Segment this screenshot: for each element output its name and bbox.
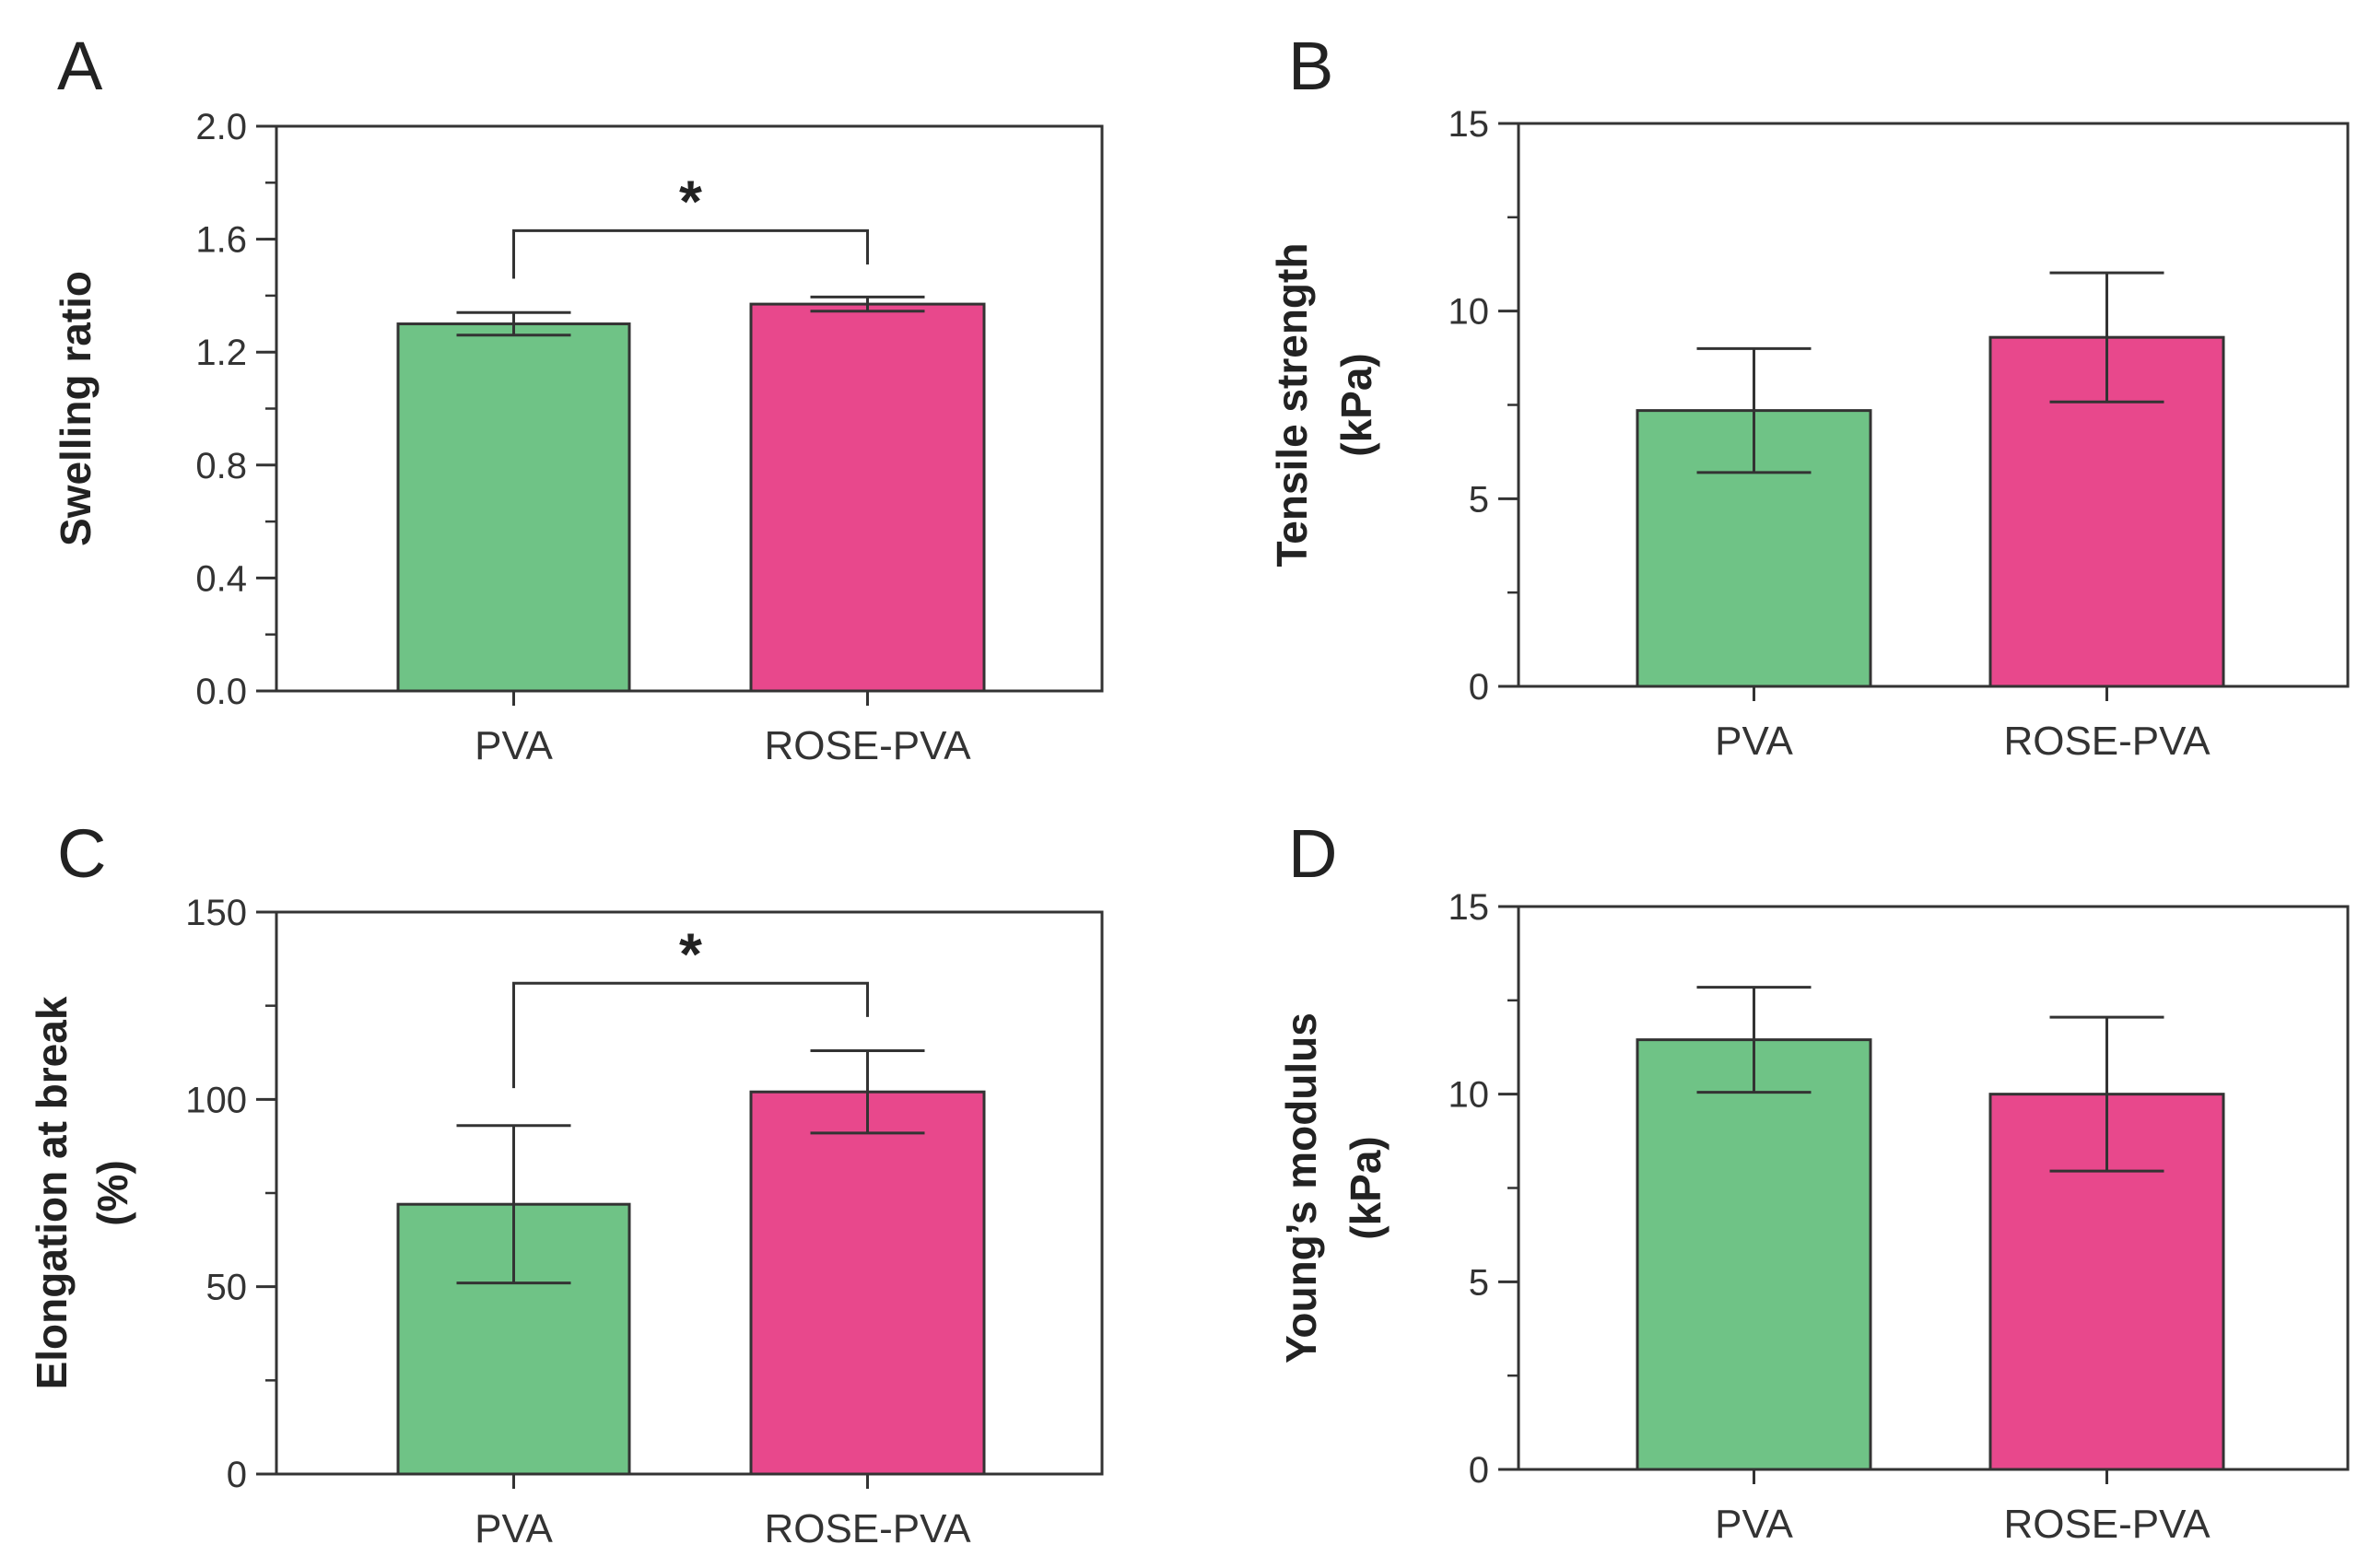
panel-a: A 0.0 0.4 0.8 1.2 1.6 2.0 PVA ROSE-PVA Swelling r… bbox=[52, 28, 1104, 768]
panel-c-xtick-label: PVA bbox=[475, 1506, 553, 1551]
panel-d-ytick-label: 5 bbox=[1469, 1262, 1489, 1303]
panel-d-ytick-label: 0 bbox=[1469, 1450, 1489, 1491]
panel-a-ytick-label: 0.8 bbox=[195, 446, 247, 486]
panel-d-letter: D bbox=[1288, 815, 1337, 892]
panel-a-xtick-label: ROSE-PVA bbox=[764, 723, 971, 768]
panel-b: B 0 5 10 15 PVA ROSE-PVA Tensile strength (kPa) bbox=[1268, 28, 2350, 764]
panel-a-ytick-label: 0.4 bbox=[195, 558, 247, 599]
panel-c-ytick-label: 50 bbox=[206, 1268, 248, 1308]
panel-b-ytick-label: 0 bbox=[1469, 667, 1489, 708]
panel-a-significance-star: * bbox=[679, 168, 702, 234]
panel-c-ytick-label: 100 bbox=[185, 1080, 247, 1120]
panel-d-xtick-label: ROSE-PVA bbox=[2003, 1502, 2211, 1547]
panel-d-ytick-label: 10 bbox=[1448, 1075, 1490, 1116]
panel-c: C 0 50 100 150 PVA ROSE-PVA Elongation at break… bbox=[28, 815, 1104, 1551]
panel-a-ytick-label: 2.0 bbox=[195, 107, 247, 147]
panel-c-ytick-label: 150 bbox=[185, 893, 247, 933]
panel-a-ytick-label: 1.2 bbox=[195, 333, 247, 373]
panel-b-xtick-label: PVA bbox=[1715, 719, 1793, 764]
panel-b-ytick-label: 5 bbox=[1469, 479, 1489, 520]
panel-a-y-axis-title: Swelling ratio bbox=[52, 271, 100, 546]
panel-d: D 0 5 10 15 PVA ROSE-PVA Young’s modulus (kPa) bbox=[1277, 815, 2350, 1547]
panel-c-bar-rose-pva bbox=[749, 1090, 986, 1476]
panel-b-y-axis-title: Tensile strength bbox=[1268, 243, 1316, 568]
panel-c-y-axis-title: (%) bbox=[88, 1160, 136, 1226]
panel-c-ytick-label: 0 bbox=[227, 1455, 247, 1495]
panel-b-y-axis-title: (kPa) bbox=[1332, 353, 1380, 456]
panel-b-ytick-label: 10 bbox=[1448, 292, 1490, 333]
panel-a-ytick-label: 0.0 bbox=[195, 672, 247, 712]
panel-a-ytick-label: 1.6 bbox=[195, 220, 247, 261]
panel-d-y-axis-title: (kPa) bbox=[1342, 1136, 1390, 1239]
panel-d-ytick-label: 15 bbox=[1448, 887, 1490, 928]
panel-d-y-axis-title: Young’s modulus bbox=[1277, 1012, 1325, 1363]
panel-c-xtick-label: ROSE-PVA bbox=[764, 1506, 971, 1551]
panel-c-letter: C bbox=[57, 815, 106, 892]
panel-c-significance-bracket bbox=[512, 981, 869, 1089]
panel-d-xtick-label: PVA bbox=[1715, 1502, 1793, 1547]
panel-b-xtick-label: ROSE-PVA bbox=[2003, 719, 2211, 764]
panel-a-bar-rose-pva bbox=[749, 302, 986, 693]
panel-a-significance-bracket bbox=[512, 228, 869, 279]
panel-d-bar-pva bbox=[1636, 1038, 1872, 1471]
panel-a-xtick-label: PVA bbox=[475, 723, 553, 768]
panel-c-y-axis-title: Elongation at break bbox=[28, 996, 76, 1389]
panel-a-letter: A bbox=[57, 28, 103, 104]
panel-b-letter: B bbox=[1288, 28, 1333, 104]
panel-a-bar-pva bbox=[396, 322, 631, 693]
panel-b-ytick-label: 15 bbox=[1448, 104, 1490, 145]
panel-c-significance-star: * bbox=[679, 920, 702, 987]
